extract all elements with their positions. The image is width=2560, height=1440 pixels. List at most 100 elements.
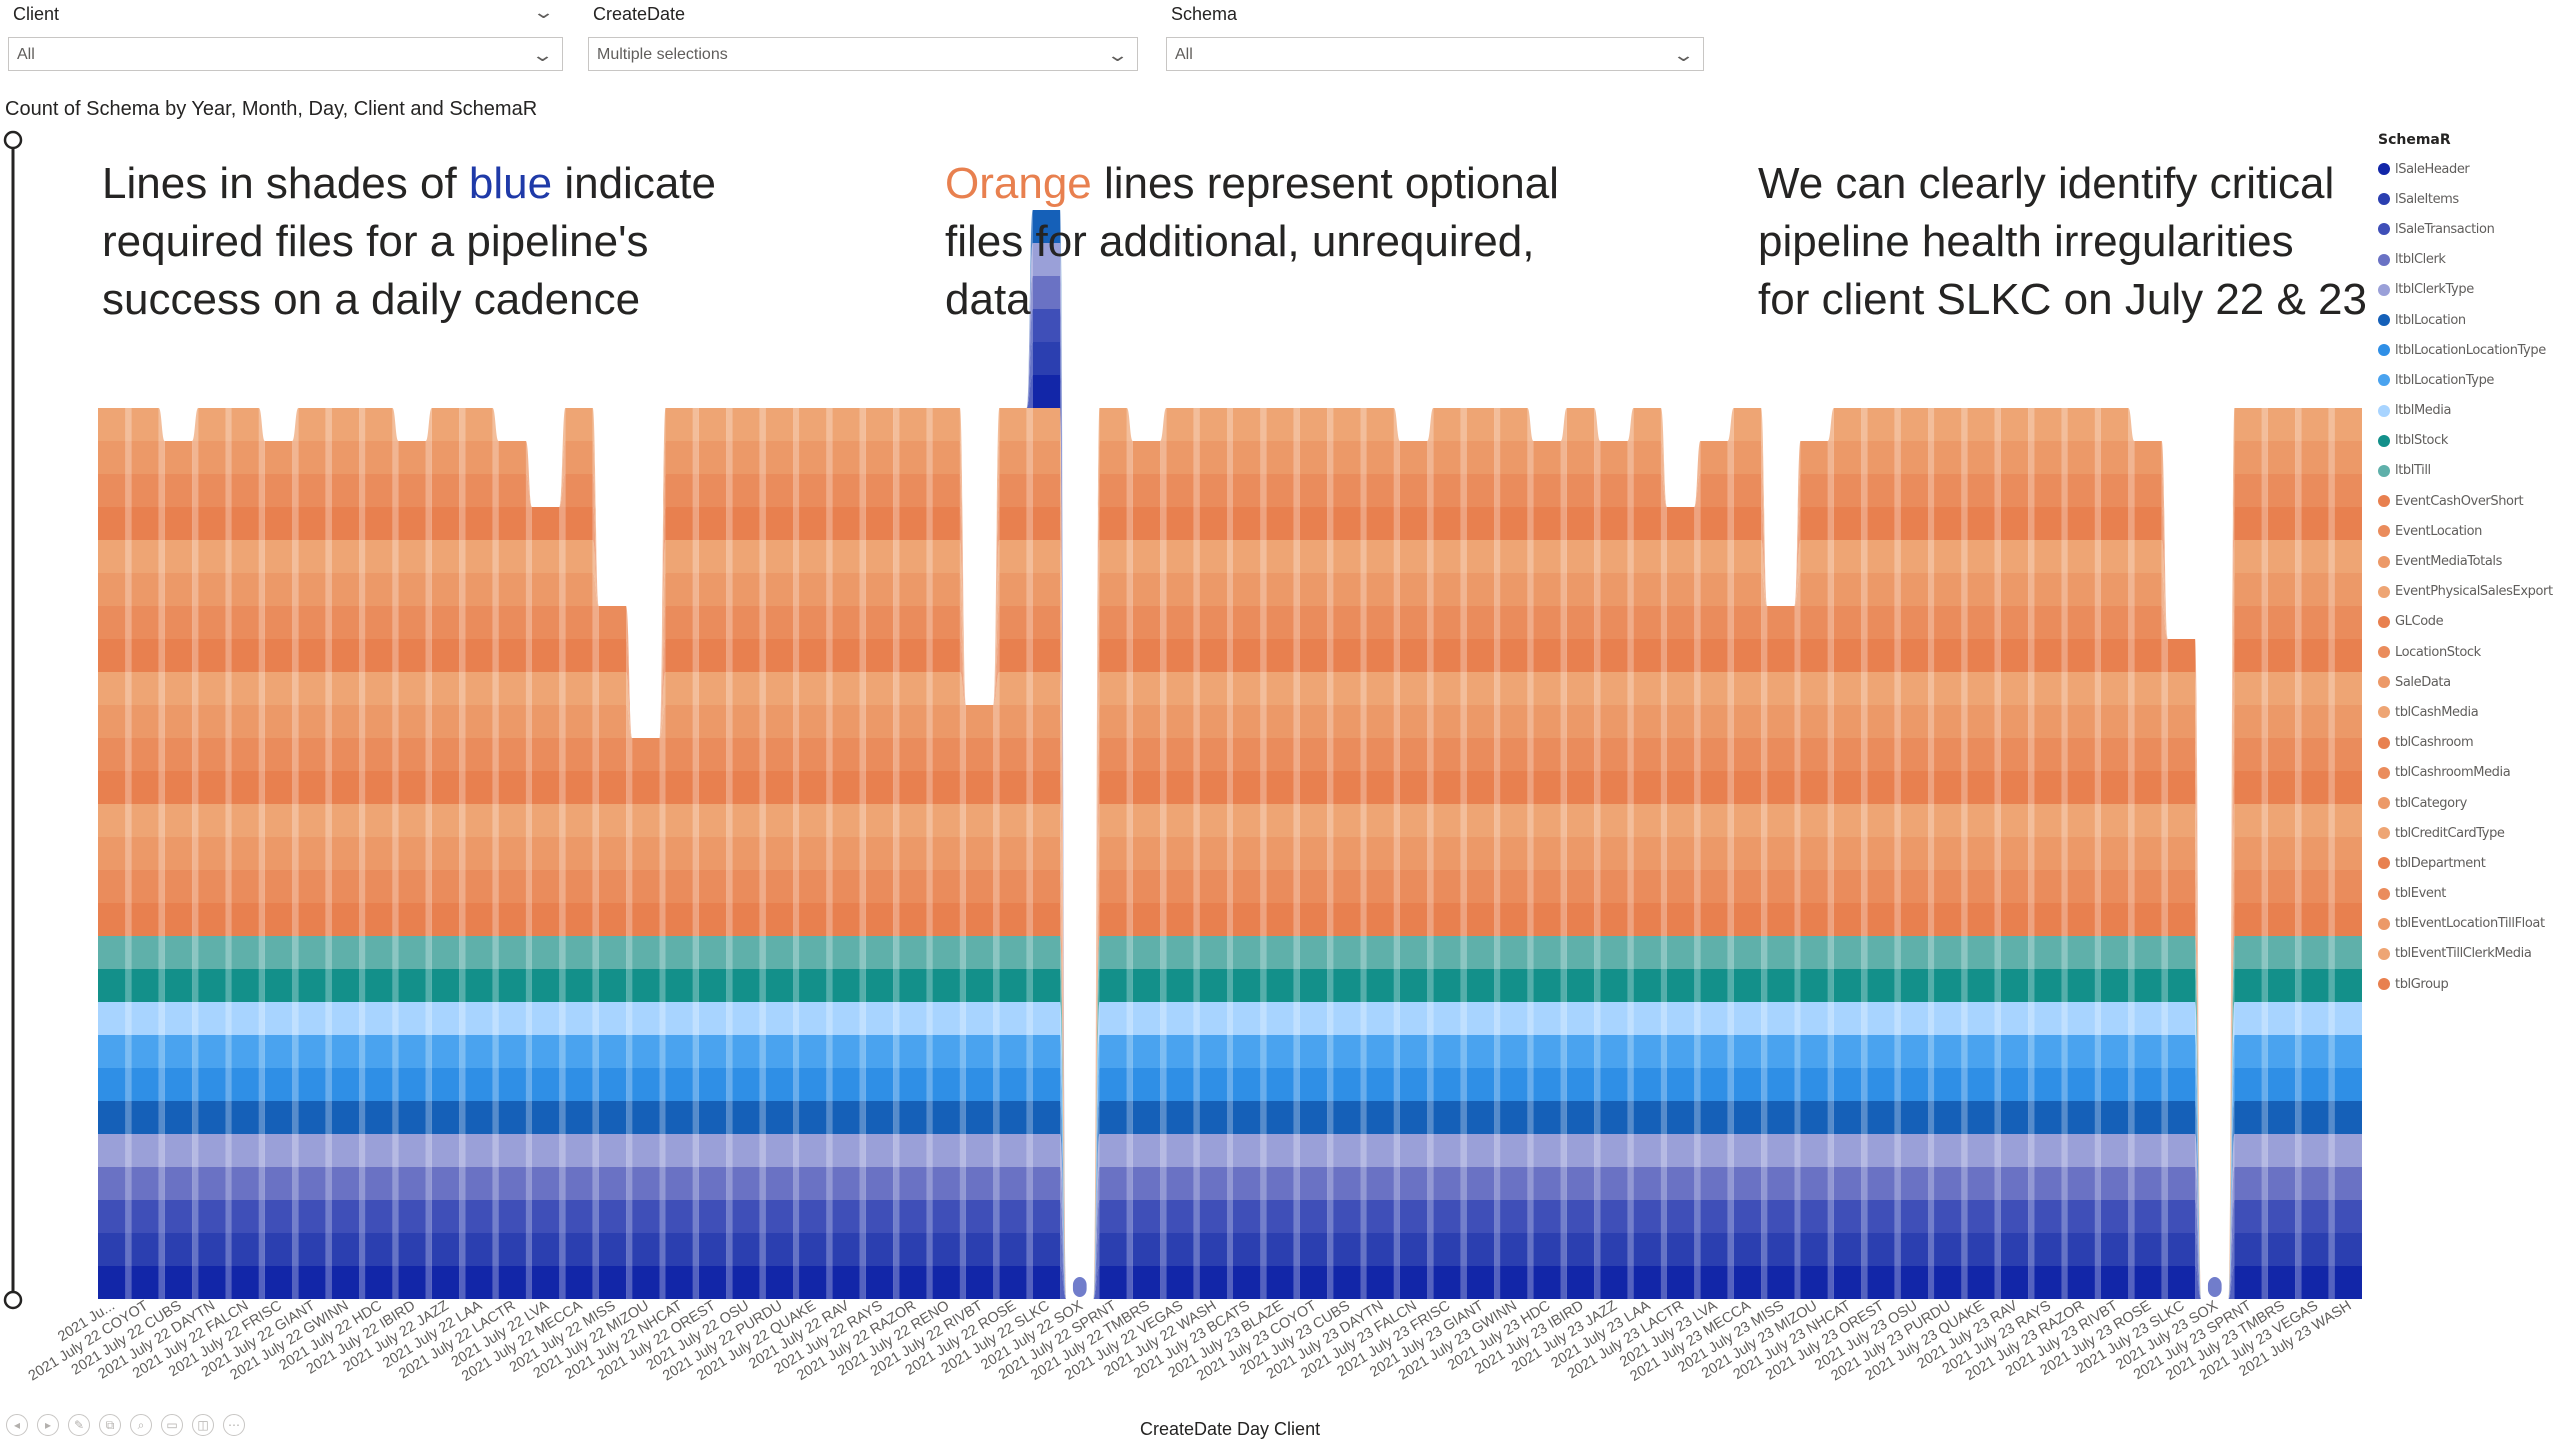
more-options-icon[interactable]: ⋯ <box>223 1414 245 1436</box>
ribbon <box>1961 1035 1968 1068</box>
legend-item[interactable]: ltblLocationType <box>2378 365 2553 395</box>
ribbon <box>325 606 332 639</box>
chevron-down-icon: ⌄ <box>1672 45 1695 65</box>
bar-segment <box>264 1233 293 1266</box>
ribbon <box>492 408 499 441</box>
ribbon <box>1327 738 1334 771</box>
legend-item[interactable]: tblCashroomMedia <box>2378 758 2553 788</box>
ribbon <box>759 639 766 672</box>
ribbon <box>1594 639 1601 672</box>
bar-segment <box>1867 1068 1895 1101</box>
focus-mode-icon[interactable]: ▭ <box>161 1414 183 1436</box>
ribbon <box>2094 738 2101 771</box>
ribbon <box>559 507 566 540</box>
ribbon <box>959 804 966 837</box>
legend-item[interactable]: EventMediaTotals <box>2378 546 2553 576</box>
bar-segment <box>899 672 927 705</box>
legend-item[interactable]: EventLocation <box>2378 516 2553 546</box>
ribbon <box>1694 1101 1701 1134</box>
drill-down-icon[interactable]: ▸ <box>37 1414 59 1436</box>
ribbon <box>1360 606 1367 639</box>
export-icon[interactable]: ◫ <box>192 1414 214 1436</box>
bar-segment <box>1199 837 1227 870</box>
ribbon <box>2328 1068 2335 1101</box>
legend-item[interactable]: tblEventLocationTillFloat <box>2378 909 2553 939</box>
ribbon <box>2161 1035 2168 1068</box>
legend-item[interactable]: lSaleTransaction <box>2378 214 2553 244</box>
bar-segment <box>1333 672 1361 705</box>
legend-item[interactable]: ltblClerkType <box>2378 275 2553 305</box>
ribbon <box>292 1233 299 1266</box>
client-dropdown[interactable]: All ⌄ <box>8 37 563 71</box>
ribbon <box>392 507 399 540</box>
ribbon <box>125 804 132 837</box>
bar-segment <box>1767 1167 1795 1200</box>
legend-item[interactable]: SaleData <box>2378 667 2553 697</box>
legend-item[interactable]: tblCreditCardType <box>2378 818 2553 848</box>
legend-item[interactable]: EventPhysicalSalesExport <box>2378 577 2553 607</box>
bar-segment <box>1466 1266 1495 1299</box>
legend-item[interactable]: LocationStock <box>2378 637 2553 667</box>
ribbon <box>2261 804 2268 837</box>
bar-segment <box>498 969 526 1002</box>
bar-segment <box>398 639 426 672</box>
copy-icon[interactable]: ⧉ <box>99 1414 121 1436</box>
bar-segment <box>1833 837 1862 870</box>
client-collapse-icon[interactable]: ⌄ <box>532 2 555 22</box>
bar-segment <box>1166 1035 1194 1068</box>
legend-item[interactable]: ltblLocation <box>2378 305 2553 335</box>
bar-segment <box>1299 1167 1328 1200</box>
bar-segment <box>1867 639 1895 672</box>
legend-item[interactable]: tblCashroom <box>2378 728 2553 758</box>
legend-item[interactable]: ltblStock <box>2378 426 2553 456</box>
ribbon <box>1393 1167 1400 1200</box>
ribbon <box>1460 474 1467 507</box>
search-icon[interactable]: ⌕ <box>130 1414 152 1436</box>
ribbon <box>2128 705 2135 738</box>
legend-item[interactable]: tblGroup <box>2378 969 2553 999</box>
schema-dropdown[interactable]: All ⌄ <box>1166 37 1704 71</box>
legend-item[interactable]: tblCashMedia <box>2378 697 2553 727</box>
legend-label: SaleData <box>2395 674 2451 690</box>
ribbon <box>1827 870 1834 903</box>
legend-item[interactable]: GLCode <box>2378 607 2553 637</box>
createdate-dropdown[interactable]: Multiple selections ⌄ <box>588 37 1138 71</box>
legend-item[interactable]: ltblTill <box>2378 456 2553 486</box>
ribbon <box>2061 705 2068 738</box>
ribbon <box>2028 1134 2035 1167</box>
ribbon <box>626 771 633 804</box>
drill-up-icon[interactable]: ◂ <box>6 1414 28 1436</box>
edit-icon[interactable]: ✎ <box>68 1414 90 1436</box>
legend-item[interactable]: tblCategory <box>2378 788 2553 818</box>
bar-segment <box>431 1200 460 1233</box>
ribbon <box>1360 639 1367 672</box>
legend-item[interactable]: EventCashOverShort <box>2378 486 2553 516</box>
legend-item[interactable]: lSaleHeader <box>2378 154 2553 184</box>
ribbon <box>1827 474 1834 507</box>
bar-segment <box>1399 441 1428 474</box>
ribbon <box>559 738 566 771</box>
legend-item[interactable]: tblEvent <box>2378 879 2553 909</box>
bar-segment <box>799 639 827 672</box>
legend-item[interactable]: ltblMedia <box>2378 396 2553 426</box>
bar-segment <box>1233 738 1261 771</box>
legend-item[interactable]: tblEventTillClerkMedia <box>2378 939 2553 969</box>
bar-segment <box>131 1200 159 1233</box>
bar-segment <box>698 870 727 903</box>
ribbon <box>1660 705 1667 738</box>
ribbon <box>1160 969 1167 1002</box>
ribbon <box>1794 1134 1801 1167</box>
ribbon <box>258 936 265 969</box>
ribbon <box>1660 837 1667 870</box>
bar-segment <box>2167 804 2196 837</box>
ribbon <box>893 1266 900 1299</box>
legend-item[interactable]: ltblClerk <box>2378 245 2553 275</box>
bar-segment <box>899 804 927 837</box>
legend-item[interactable]: lSaleItems <box>2378 184 2553 214</box>
legend-item[interactable]: tblDepartment <box>2378 848 2553 878</box>
ribbon <box>392 672 399 705</box>
legend-item[interactable]: ltblLocationLocationType <box>2378 335 2553 365</box>
bar-segment <box>398 969 426 1002</box>
ribbon <box>826 1266 833 1299</box>
ribbon <box>425 1167 432 1200</box>
